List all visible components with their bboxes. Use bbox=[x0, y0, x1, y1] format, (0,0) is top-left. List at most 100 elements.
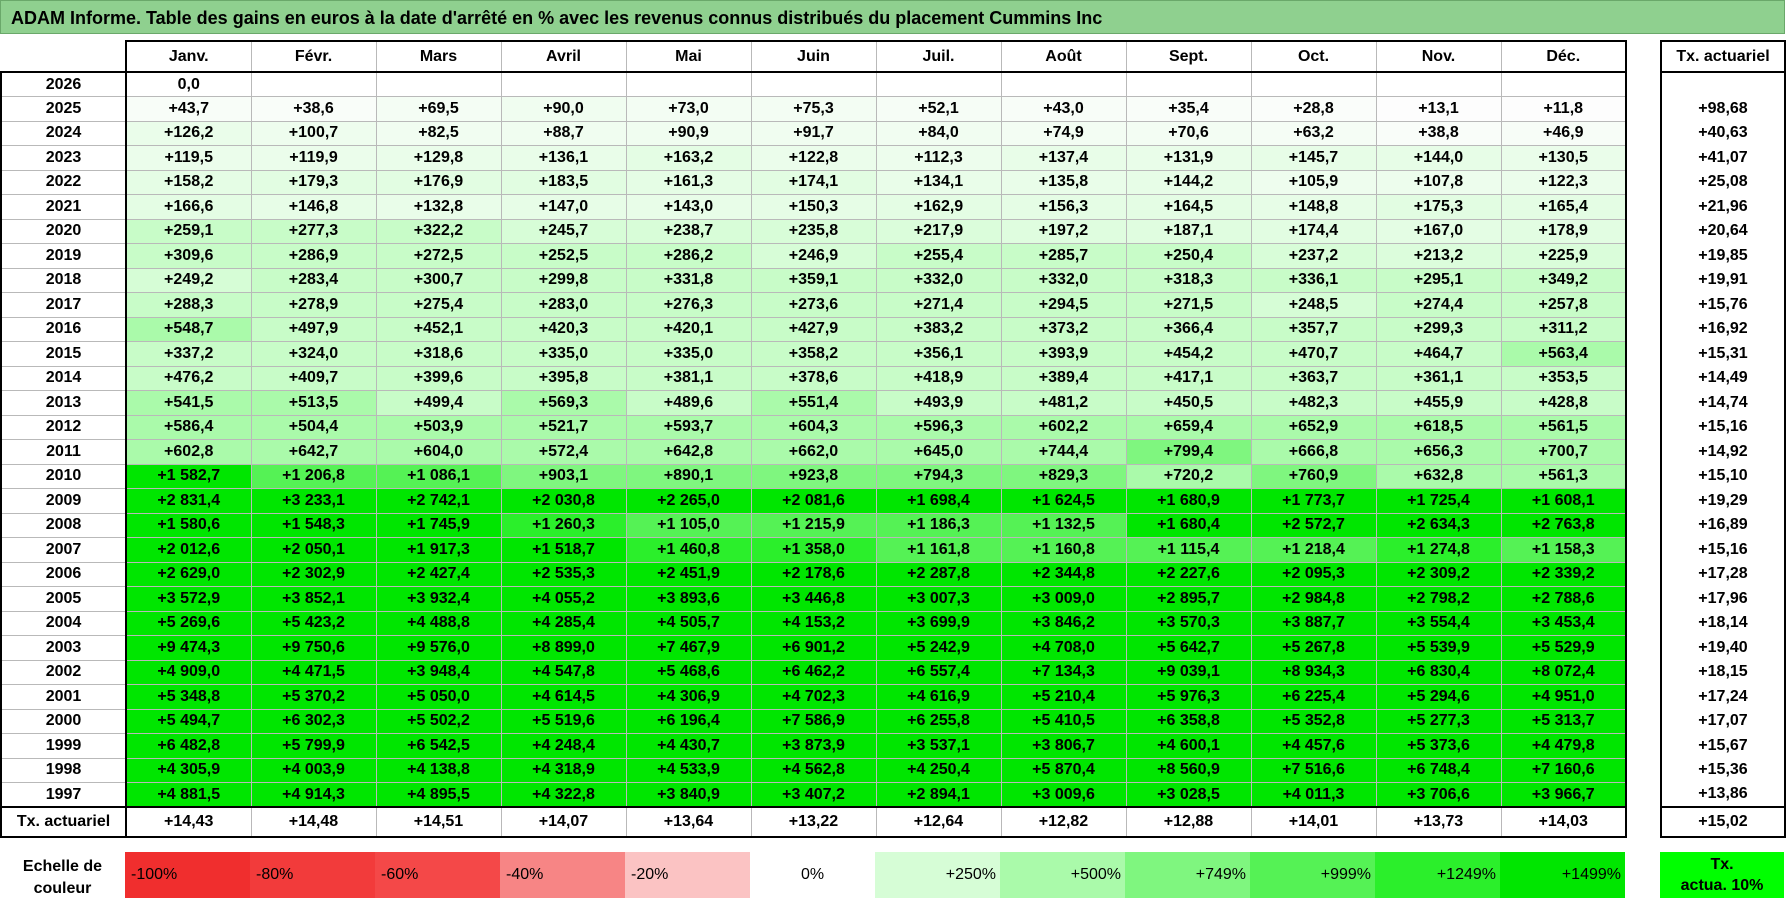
gain-cell: +122,3 bbox=[1500, 169, 1627, 195]
actuarial-cell: +17,24 bbox=[1660, 684, 1786, 709]
gain-cell: +337,2 bbox=[125, 341, 252, 367]
gain-cell: +162,9 bbox=[875, 194, 1002, 220]
gain-cell: +642,8 bbox=[625, 439, 752, 465]
gain-cell: +5 269,6 bbox=[125, 610, 252, 636]
color-scale-swatch: -100% bbox=[125, 852, 250, 898]
gain-cell: +5 976,3 bbox=[1125, 684, 1252, 710]
actuarial-cell: +15,36 bbox=[1660, 758, 1786, 783]
month-header: Janv. bbox=[125, 40, 252, 73]
gain-cell: +90,0 bbox=[500, 96, 627, 122]
gain-cell: +2 984,8 bbox=[1250, 586, 1377, 612]
gain-cell: +923,8 bbox=[750, 463, 877, 489]
actuarial-cell: +20,64 bbox=[1660, 219, 1786, 244]
footer-cell: +14,01 bbox=[1250, 806, 1377, 838]
color-scale-swatch: +999% bbox=[1250, 852, 1375, 898]
gain-cell: +2 265,0 bbox=[625, 488, 752, 514]
year-label: 2024 bbox=[0, 120, 127, 146]
gain-cell: +332,0 bbox=[1000, 267, 1127, 293]
gain-cell: +299,3 bbox=[1375, 316, 1502, 342]
table-row: 2010 +1 582,7 +1 206,8 +1 086,1 +903,1 +890,1… bbox=[0, 463, 1627, 489]
footer-label: Tx. actuariel bbox=[0, 806, 127, 838]
gain-cell: +4 430,7 bbox=[625, 733, 752, 759]
gain-cell: +3 873,9 bbox=[750, 733, 877, 759]
gain-cell: +6 225,4 bbox=[1250, 684, 1377, 710]
gain-cell: +5 050,0 bbox=[375, 684, 502, 710]
gain-cell: +300,7 bbox=[375, 267, 502, 293]
actuarial-cell: +16,89 bbox=[1660, 513, 1786, 538]
table-row: 2019 +309,6 +286,9 +272,5 +252,5 +286,2 +246,9… bbox=[0, 243, 1627, 269]
gain-cell: +6 748,4 bbox=[1375, 757, 1502, 783]
footer-cell: +14,48 bbox=[250, 806, 377, 838]
gain-cell: +197,2 bbox=[1000, 218, 1127, 244]
year-label: 2025 bbox=[0, 96, 127, 122]
year-label: 2001 bbox=[0, 684, 127, 710]
gain-cell: +373,2 bbox=[1000, 316, 1127, 342]
gain-cell: +503,9 bbox=[375, 414, 502, 440]
gain-cell: +4 153,2 bbox=[750, 610, 877, 636]
footer-cell: +12,88 bbox=[1125, 806, 1252, 838]
gain-cell: +38,6 bbox=[250, 96, 377, 122]
gain-cell: +5 313,7 bbox=[1500, 708, 1627, 734]
footer-cell: +12,64 bbox=[875, 806, 1002, 838]
actuarial-cell bbox=[1660, 72, 1786, 97]
gain-cell: +5 799,9 bbox=[250, 733, 377, 759]
gain-cell: +493,9 bbox=[875, 390, 1002, 416]
gain-cell: +245,7 bbox=[500, 218, 627, 244]
month-header: Juin bbox=[750, 40, 877, 73]
gain-cell: +259,1 bbox=[125, 218, 252, 244]
actuarial-column: Tx. actuariel +98,68 +40,63 +41,07 +25,08 +21… bbox=[1660, 40, 1786, 838]
gain-cell: +604,3 bbox=[750, 414, 877, 440]
gain-cell: +383,2 bbox=[875, 316, 1002, 342]
actuarial-10-legend-line1: Tx. bbox=[1710, 856, 1734, 873]
gain-cell: +2 895,7 bbox=[1125, 586, 1252, 612]
gain-cell: +1 160,8 bbox=[1000, 537, 1127, 563]
actuarial-cell: +18,14 bbox=[1660, 611, 1786, 636]
gain-cell: 0,0 bbox=[125, 71, 252, 97]
gain-cell: +903,1 bbox=[500, 463, 627, 489]
gain-cell: +2 302,9 bbox=[250, 561, 377, 587]
year-label: 2008 bbox=[0, 512, 127, 538]
gain-cell: +420,3 bbox=[500, 316, 627, 342]
color-scale: -100% -80% -60% -40% -20% 0% +250% +500% +749% +9… bbox=[125, 852, 1625, 898]
gain-cell: +175,3 bbox=[1375, 194, 1502, 220]
table-row: 2004 +5 269,6 +5 423,2 +4 488,8 +4 285,4 +4 5… bbox=[0, 610, 1627, 636]
gain-cell: +2 798,2 bbox=[1375, 586, 1502, 612]
gain-cell: +129,8 bbox=[375, 145, 502, 171]
gain-cell: +604,0 bbox=[375, 439, 502, 465]
table-row: 2026 0,0 bbox=[0, 71, 1627, 97]
actuarial-cell: +14,74 bbox=[1660, 390, 1786, 415]
gain-cell: +642,7 bbox=[250, 439, 377, 465]
gain-cell: +3 407,2 bbox=[750, 782, 877, 808]
gain-cell: +1 680,9 bbox=[1125, 488, 1252, 514]
gain-cell: +356,1 bbox=[875, 341, 1002, 367]
gain-cell: +122,8 bbox=[750, 145, 877, 171]
gain-cell: +5 494,7 bbox=[125, 708, 252, 734]
month-header: Mai bbox=[625, 40, 752, 73]
gain-cell: +482,3 bbox=[1250, 390, 1377, 416]
gain-cell: +63,2 bbox=[1250, 120, 1377, 146]
color-scale-swatch: +1249% bbox=[1375, 852, 1500, 898]
gain-cell: +744,4 bbox=[1000, 439, 1127, 465]
gain-cell: +3 887,7 bbox=[1250, 610, 1377, 636]
gain-cell: +602,2 bbox=[1000, 414, 1127, 440]
gain-cell: +602,8 bbox=[125, 439, 252, 465]
gain-cell: +1 460,8 bbox=[625, 537, 752, 563]
table-row: 2000 +5 494,7 +6 302,3 +5 502,2 +5 519,6 +6 1… bbox=[0, 708, 1627, 734]
gain-cell: +295,1 bbox=[1375, 267, 1502, 293]
actuarial-cell: +13,86 bbox=[1660, 782, 1786, 807]
gain-cell: +3 966,7 bbox=[1500, 782, 1627, 808]
gain-cell: +271,4 bbox=[875, 292, 1002, 318]
actuarial-cell: +15,31 bbox=[1660, 341, 1786, 366]
gain-cell: +11,8 bbox=[1500, 96, 1627, 122]
gain-cell: +4 479,8 bbox=[1500, 733, 1627, 759]
actuarial-cell: +21,96 bbox=[1660, 194, 1786, 219]
gain-cell: +2 178,6 bbox=[750, 561, 877, 587]
gain-cell: +666,8 bbox=[1250, 439, 1377, 465]
table-row: 2003 +9 474,3 +9 750,6 +9 576,0 +8 899,0 +7 4… bbox=[0, 635, 1627, 661]
gain-cell: +73,0 bbox=[625, 96, 752, 122]
table-row: 1997 +4 881,5 +4 914,3 +4 895,5 +4 322,8 +3 8… bbox=[0, 782, 1627, 808]
gain-cell: +464,7 bbox=[1375, 341, 1502, 367]
gain-cell: +3 840,9 bbox=[625, 782, 752, 808]
footer-row: Tx. actuariel +14,43 +14,48 +14,51 +14,07 +13… bbox=[0, 806, 1627, 838]
gain-cell: +3 028,5 bbox=[1125, 782, 1252, 808]
